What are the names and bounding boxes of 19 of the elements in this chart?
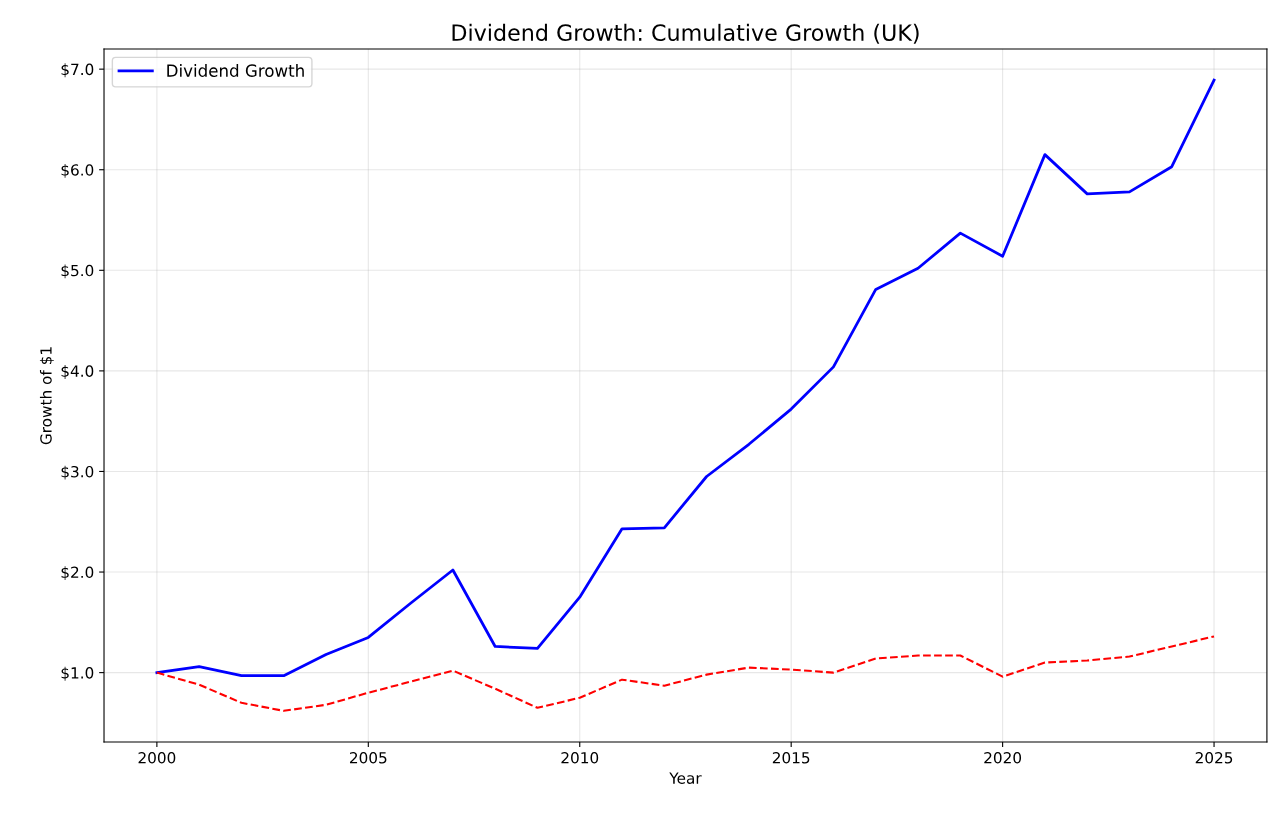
x-axis-title: Year	[669, 772, 702, 784]
chart-title: Dividend Growth: Cumulative Growth (UK)	[452, 23, 919, 44]
x-tick-label: 2000	[138, 752, 176, 764]
x-tick-label: 2010	[561, 752, 599, 764]
line-series	[155, 635, 1216, 712]
legend-label: Dividend Growth	[167, 64, 304, 77]
line-series	[155, 78, 1216, 678]
y-tick-label: $6.0	[61, 163, 94, 178]
y-tick-label: $4.0	[61, 365, 94, 379]
y-tick-label: $7.0	[61, 63, 94, 78]
y-tick-label: $5.0	[61, 264, 94, 279]
x-tick-label: 2025	[1195, 752, 1233, 764]
y-tick-label: $3.0	[61, 465, 94, 480]
y-axis-title: Growth of $1	[39, 347, 54, 445]
y-tick-label: $2.0	[61, 566, 94, 581]
y-tick-label: $1.0	[61, 666, 94, 681]
x-tick-label: 2020	[984, 752, 1022, 764]
x-tick-label: 2005	[349, 752, 387, 764]
x-tick-label: 2015	[772, 752, 810, 764]
